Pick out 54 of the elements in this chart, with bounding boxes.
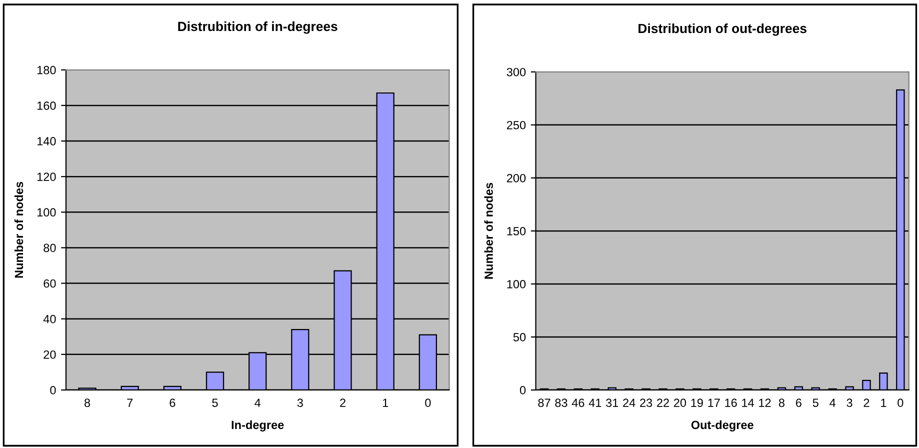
chart-title: Distrubition of in-degrees — [178, 21, 338, 34]
x-tick-label: 0 — [898, 398, 904, 407]
x-tick-label: 22 — [657, 398, 669, 407]
x-axis-title: In-degree — [232, 420, 284, 432]
x-tick-label: 41 — [588, 398, 602, 407]
x-tick-label: 8 — [84, 398, 90, 407]
x-tick-label: 14 — [742, 398, 754, 407]
x-tick-label: 19 — [691, 398, 703, 407]
x-tick-label: 87 — [538, 398, 550, 407]
y-axis-title: Number of nodes — [484, 182, 493, 279]
y-tick-label: 200 — [506, 174, 526, 182]
y-axis-title: Number of nodes — [14, 182, 24, 278]
x-tick-label: 46 — [572, 398, 584, 407]
x-tick-label: 17 — [708, 398, 720, 407]
x-tick-label: 5 — [212, 398, 218, 407]
y-tick-label: 250 — [506, 120, 526, 130]
x-tick-label: 1 — [881, 398, 886, 407]
x-tick-label: 2 — [340, 398, 346, 407]
y-tick-label: 150 — [507, 226, 526, 236]
x-tick-label: 4 — [830, 398, 836, 407]
x-tick-label: 20 — [674, 398, 686, 407]
y-tick-label: 180 — [37, 66, 56, 74]
y-tick-label: 0 — [520, 386, 526, 394]
x-tick-label: 6 — [170, 398, 176, 407]
x-tick-label: 1 — [382, 398, 388, 407]
x-tick-label: 2 — [864, 398, 870, 407]
y-tick-label: 60 — [44, 279, 56, 288]
y-tick-label: 300 — [506, 68, 526, 76]
x-tick-label: 3 — [846, 398, 852, 407]
x-tick-label: 5 — [812, 398, 818, 407]
x-tick-label: 12 — [759, 398, 771, 407]
x-tick-label: 7 — [127, 398, 133, 407]
x-tick-label: 0 — [425, 398, 431, 407]
y-tick-label: 0 — [50, 386, 56, 394]
x-tick-label: 8 — [778, 398, 784, 407]
x-tick-label: 24 — [623, 398, 636, 407]
x-tick-label: 4 — [254, 398, 261, 407]
x-tick-label: 3 — [297, 398, 303, 407]
y-tick-label: 160 — [37, 101, 56, 110]
chart-title: Distribution of out-degrees — [638, 23, 806, 36]
x-tick-label: 23 — [640, 398, 652, 407]
x-tick-label: 6 — [796, 398, 802, 407]
y-tick-label: 80 — [44, 244, 56, 252]
y-tick-label: 100 — [37, 208, 56, 217]
x-tick-label: 31 — [606, 398, 618, 407]
x-tick-label: 83 — [555, 398, 568, 407]
x-axis-title: Out-degree — [691, 420, 754, 432]
y-tick-label: 50 — [513, 333, 526, 342]
y-tick-label: 20 — [44, 350, 56, 359]
y-tick-label: 140 — [37, 137, 56, 146]
y-tick-label: 100 — [507, 280, 526, 288]
y-tick-label: 120 — [37, 172, 56, 181]
x-tick-label: 16 — [725, 398, 737, 407]
y-tick-label: 40 — [43, 314, 56, 324]
